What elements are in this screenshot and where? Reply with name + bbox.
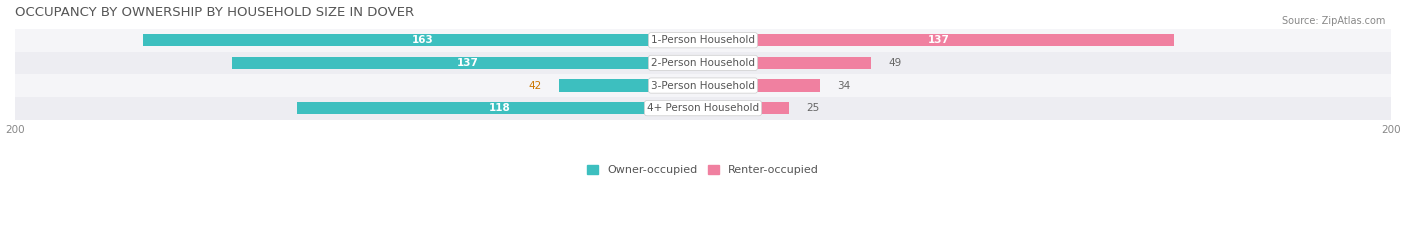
Bar [142, 34, 703, 46]
Bar [703, 102, 789, 114]
Bar [15, 29, 1391, 51]
Bar [558, 79, 703, 92]
Text: 137: 137 [457, 58, 478, 68]
Text: 163: 163 [412, 35, 433, 45]
Bar [703, 34, 1174, 46]
Text: 137: 137 [928, 35, 949, 45]
Text: 25: 25 [806, 103, 820, 113]
Text: 118: 118 [489, 103, 510, 113]
Text: Source: ZipAtlas.com: Source: ZipAtlas.com [1281, 16, 1385, 26]
Text: 2-Person Household: 2-Person Household [651, 58, 755, 68]
Text: 34: 34 [837, 81, 851, 91]
Bar [703, 79, 820, 92]
Bar [15, 51, 1391, 74]
Text: 42: 42 [529, 81, 541, 91]
Legend: Owner-occupied, Renter-occupied: Owner-occupied, Renter-occupied [586, 165, 820, 175]
Text: OCCUPANCY BY OWNERSHIP BY HOUSEHOLD SIZE IN DOVER: OCCUPANCY BY OWNERSHIP BY HOUSEHOLD SIZE… [15, 6, 415, 19]
Text: 3-Person Household: 3-Person Household [651, 81, 755, 91]
Bar [703, 57, 872, 69]
Bar [15, 74, 1391, 97]
Text: 4+ Person Household: 4+ Person Household [647, 103, 759, 113]
Bar [15, 97, 1391, 120]
Bar [232, 57, 703, 69]
Text: 1-Person Household: 1-Person Household [651, 35, 755, 45]
Text: 49: 49 [889, 58, 901, 68]
Bar [297, 102, 703, 114]
